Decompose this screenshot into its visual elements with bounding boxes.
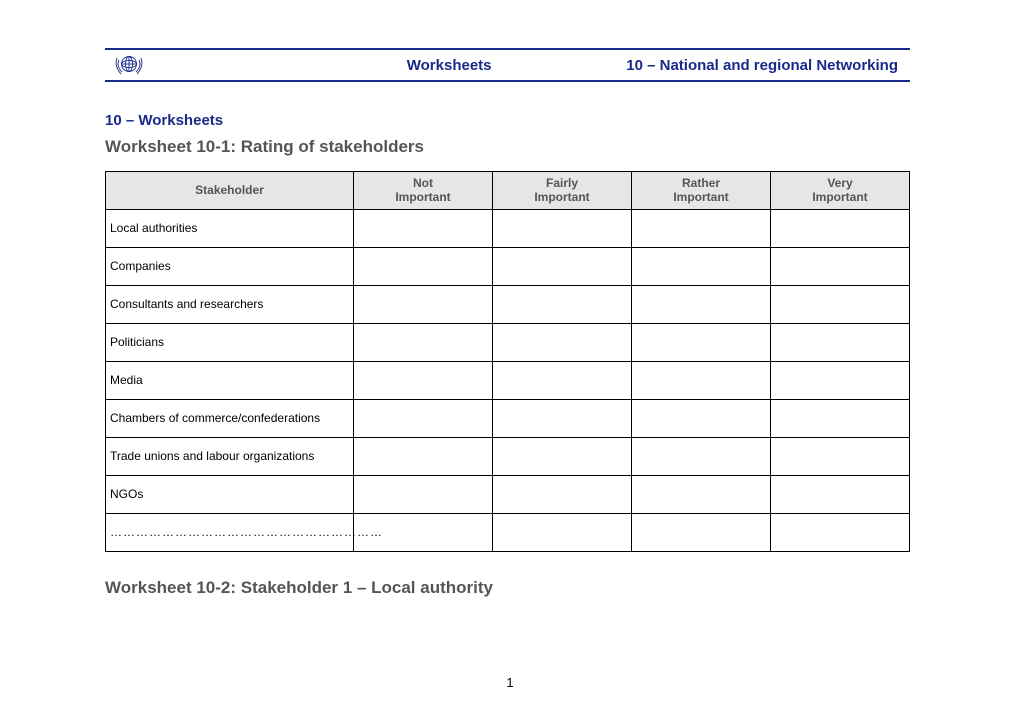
cell-stakeholder: Media — [106, 361, 354, 399]
cell-rating[interactable] — [354, 247, 493, 285]
cell-rating[interactable] — [771, 399, 910, 437]
cell-rating[interactable] — [354, 323, 493, 361]
cell-rating[interactable] — [771, 247, 910, 285]
cell-rating[interactable] — [771, 323, 910, 361]
cell-rating[interactable] — [632, 437, 771, 475]
table-row: Consultants and researchers — [106, 285, 910, 323]
cell-stakeholder: Chambers of commerce/confederations — [106, 399, 354, 437]
table-header-row: Stakeholder NotImportant FairlyImportant… — [106, 172, 910, 210]
col-header-fairly-important: FairlyImportant — [493, 172, 632, 210]
col-header-text: Important — [534, 190, 589, 204]
cell-stakeholder: Trade unions and labour organizations — [106, 437, 354, 475]
header-section-number: 10 – — [626, 57, 655, 74]
table-row: NGOs — [106, 475, 910, 513]
cell-rating[interactable] — [771, 209, 910, 247]
cell-stakeholder: Politicians — [106, 323, 354, 361]
cell-rating[interactable] — [632, 285, 771, 323]
cell-rating[interactable] — [493, 399, 632, 437]
col-header-text: Important — [395, 190, 450, 204]
cell-rating[interactable] — [771, 285, 910, 323]
col-header-text: Fairly — [546, 176, 578, 190]
col-header-very-important: VeryImportant — [771, 172, 910, 210]
cell-rating[interactable] — [771, 361, 910, 399]
cell-stakeholder-blank[interactable]: ……………………………………………………… — [106, 513, 354, 551]
col-header-text: Rather — [682, 176, 720, 190]
table-row: Companies — [106, 247, 910, 285]
col-header-text: Important — [673, 190, 728, 204]
cell-rating[interactable] — [493, 323, 632, 361]
table-row: Politicians — [106, 323, 910, 361]
cell-stakeholder: Consultants and researchers — [106, 285, 354, 323]
cell-rating[interactable] — [493, 209, 632, 247]
cell-rating[interactable] — [632, 475, 771, 513]
cell-rating[interactable] — [354, 399, 493, 437]
header-title-center: Worksheets — [157, 57, 626, 74]
header-section-text: National and regional Networking — [655, 57, 898, 74]
table-row: Trade unions and labour organizations — [106, 437, 910, 475]
rating-table: Stakeholder NotImportant FairlyImportant… — [105, 171, 910, 552]
unido-logo — [107, 52, 151, 78]
table-row: Local authorities — [106, 209, 910, 247]
cell-rating[interactable] — [632, 247, 771, 285]
cell-rating[interactable] — [354, 285, 493, 323]
cell-rating[interactable] — [354, 209, 493, 247]
header-title-right: 10 – National and regional Networking — [626, 57, 908, 74]
cell-rating[interactable] — [771, 513, 910, 551]
col-header-text: Not — [413, 176, 433, 190]
col-header-rather-important: RatherImportant — [632, 172, 771, 210]
cell-rating[interactable] — [354, 437, 493, 475]
col-header-not-important: NotImportant — [354, 172, 493, 210]
page-number: 1 — [0, 675, 1020, 690]
cell-stakeholder: Local authorities — [106, 209, 354, 247]
table-row: ……………………………………………………… — [106, 513, 910, 551]
section-label: 10 – Worksheets — [105, 112, 910, 129]
cell-rating[interactable] — [632, 209, 771, 247]
worksheet-1-title: Worksheet 10-1: Rating of stakeholders — [105, 137, 910, 157]
cell-rating[interactable] — [771, 475, 910, 513]
cell-rating[interactable] — [493, 361, 632, 399]
cell-rating[interactable] — [632, 513, 771, 551]
cell-rating[interactable] — [493, 437, 632, 475]
table-row: Chambers of commerce/confederations — [106, 399, 910, 437]
cell-rating[interactable] — [354, 361, 493, 399]
worksheet-2-title: Worksheet 10-2: Stakeholder 1 – Local au… — [105, 578, 910, 598]
cell-rating[interactable] — [493, 475, 632, 513]
cell-stakeholder: Companies — [106, 247, 354, 285]
cell-rating[interactable] — [493, 285, 632, 323]
cell-rating[interactable] — [632, 361, 771, 399]
cell-rating[interactable] — [632, 323, 771, 361]
cell-stakeholder: NGOs — [106, 475, 354, 513]
cell-rating[interactable] — [354, 475, 493, 513]
table-row: Media — [106, 361, 910, 399]
cell-rating[interactable] — [771, 437, 910, 475]
header-bar: Worksheets 10 – National and regional Ne… — [105, 48, 910, 82]
col-header-stakeholder: Stakeholder — [106, 172, 354, 210]
globe-wreath-icon — [109, 52, 149, 78]
cell-rating[interactable] — [632, 399, 771, 437]
cell-rating[interactable] — [493, 513, 632, 551]
col-header-text: Important — [812, 190, 867, 204]
cell-rating[interactable] — [493, 247, 632, 285]
col-header-text: Very — [827, 176, 852, 190]
